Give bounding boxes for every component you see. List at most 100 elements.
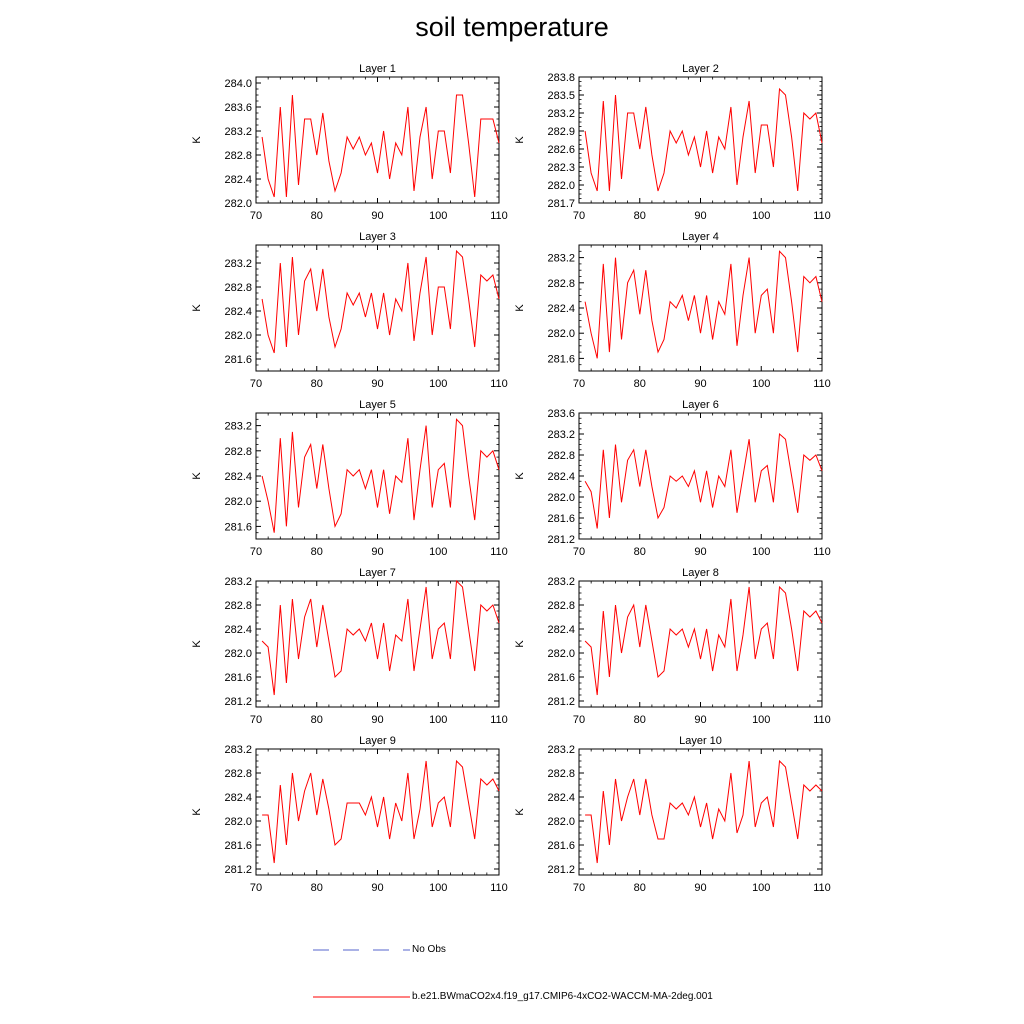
y-tick-label: 283.2 — [547, 429, 575, 441]
panel-layer-6: Layer 6 K 70 80 90 100 110 281.2 281.6 282.0 282.4… — [514, 399, 831, 558]
x-tick-label: 110 — [813, 714, 831, 726]
y-tick-label: 281.6 — [547, 353, 575, 365]
y-tick-label: 282.0 — [547, 816, 575, 828]
y-tick-label: 281.2 — [224, 864, 252, 876]
x-tick-label: 80 — [634, 882, 646, 894]
y-tick-label: 281.2 — [547, 864, 575, 876]
panel-title: Layer 7 — [359, 567, 396, 579]
panel-title: Layer 3 — [359, 231, 396, 243]
legend-model-label: b.e21.BWmaCO2x4.f19_g17.CMIP6-4xCO2-WACC… — [412, 991, 713, 1002]
panel-layer-4: Layer 4 K 70 80 90 100 110 281.6 282.0 282.4 282.8… — [514, 231, 831, 390]
panel-layer-8: Layer 8 K 70 80 90 100 110 281.2 281.6 282.0 282.4… — [514, 567, 831, 726]
x-tick-label: 90 — [371, 882, 383, 894]
y-tick-label: 282.4 — [224, 624, 252, 636]
y-tick-label: 282.0 — [547, 648, 575, 660]
y-tick-label: 282.8 — [224, 150, 252, 162]
y-tick-label: 283.8 — [547, 72, 575, 84]
y-tick-label: 282.4 — [547, 471, 575, 483]
y-tick-label: 283.2 — [224, 744, 252, 756]
panel-layer-7: Layer 7 K 70 80 90 100 110 281.2 281.6 282.0 282.4… — [191, 567, 508, 726]
y-tick-label: 283.2 — [224, 258, 252, 270]
x-tick-label: 90 — [371, 378, 383, 390]
series-line-model — [261, 418, 500, 533]
x-tick-label: 110 — [490, 378, 508, 390]
y-tick-label: 282.8 — [547, 450, 575, 462]
x-tick-label: 110 — [490, 714, 508, 726]
panel-layer-2: Layer 2 K 70 80 90 100 110 281.7 282.0 282.3 282.6… — [514, 63, 831, 222]
y-tick-label: 282.0 — [224, 496, 252, 508]
y-tick-label: 283.2 — [224, 576, 252, 588]
y-tick-label: 282.0 — [547, 328, 575, 340]
y-tick-label: 282.0 — [547, 492, 575, 504]
x-tick-label: 80 — [311, 546, 323, 558]
y-tick-label: 281.2 — [547, 696, 575, 708]
y-tick-label: 282.8 — [547, 600, 575, 612]
x-tick-label: 90 — [371, 714, 383, 726]
chart-title: soil temperature — [415, 12, 609, 42]
x-tick-label: 90 — [694, 546, 706, 558]
y-tick-label: 281.6 — [224, 521, 252, 533]
y-tick-label: 284.0 — [224, 78, 252, 90]
y-tick-label: 282.8 — [547, 768, 575, 780]
panel-layer-10: Layer 10 K 70 80 90 100 110 281.2 281.6 282.0 282.… — [514, 735, 831, 894]
x-tick-label: 70 — [250, 210, 262, 222]
y-tick-label: 281.6 — [547, 672, 575, 684]
y-tick-label: 282.8 — [224, 282, 252, 294]
y-tick-label: 282.8 — [224, 768, 252, 780]
x-tick-label: 70 — [573, 714, 585, 726]
x-tick-label: 70 — [250, 882, 262, 894]
x-tick-label: 90 — [371, 546, 383, 558]
y-tick-label: 282.4 — [224, 174, 252, 186]
x-tick-label: 70 — [573, 378, 585, 390]
y-axis-label: K — [514, 640, 526, 648]
series-line-model — [585, 759, 823, 864]
x-tick-label: 80 — [311, 882, 323, 894]
plot-frame — [578, 580, 823, 708]
y-tick-label: 282.6 — [547, 144, 575, 156]
x-tick-label: 100 — [429, 546, 447, 558]
x-tick-label: 110 — [813, 378, 831, 390]
legend-obs-label: No Obs — [412, 944, 446, 955]
x-tick-label: 110 — [490, 210, 508, 222]
x-tick-label: 100 — [752, 882, 770, 894]
y-tick-label: 283.2 — [547, 108, 575, 120]
y-tick-label: 282.4 — [547, 303, 575, 315]
panel-title: Layer 9 — [359, 735, 396, 747]
y-axis-label: K — [514, 808, 526, 816]
y-tick-label: 282.8 — [224, 446, 252, 458]
y-axis-label: K — [514, 304, 526, 312]
y-tick-label: 282.8 — [547, 278, 575, 290]
panel-title: Layer 10 — [679, 735, 722, 747]
panel-title: Layer 2 — [682, 63, 719, 75]
y-tick-label: 283.5 — [547, 90, 575, 102]
y-tick-label: 283.2 — [547, 744, 575, 756]
plot-frame — [578, 412, 823, 540]
y-axis-label: K — [191, 640, 203, 648]
panel-title: Layer 1 — [359, 63, 396, 75]
series-line-model — [584, 432, 823, 529]
y-tick-label: 282.4 — [224, 306, 252, 318]
panel-layer-5: Layer 5 K 70 80 90 100 110 281.6 282.0 282.4 282.8… — [191, 399, 508, 558]
series-line-model — [261, 579, 500, 696]
series-line-model — [584, 585, 823, 696]
x-tick-label: 90 — [694, 882, 706, 894]
x-tick-label: 100 — [429, 378, 447, 390]
y-tick-label: 283.6 — [547, 408, 575, 420]
y-tick-label: 282.0 — [547, 180, 575, 192]
y-tick-label: 282.4 — [547, 792, 575, 804]
y-tick-label: 281.2 — [224, 696, 252, 708]
y-axis-label: K — [191, 808, 203, 816]
panel-title: Layer 6 — [682, 399, 719, 411]
x-tick-label: 90 — [694, 378, 706, 390]
y-tick-label: 282.0 — [224, 816, 252, 828]
y-tick-label: 281.6 — [547, 513, 575, 525]
series-line-model — [261, 249, 500, 354]
y-tick-label: 282.0 — [224, 330, 252, 342]
x-tick-label: 90 — [694, 210, 706, 222]
y-axis-label: K — [191, 304, 203, 312]
x-tick-label: 70 — [250, 378, 262, 390]
x-tick-label: 100 — [752, 378, 770, 390]
y-tick-label: 281.2 — [547, 534, 575, 546]
y-tick-label: 281.7 — [547, 198, 575, 210]
